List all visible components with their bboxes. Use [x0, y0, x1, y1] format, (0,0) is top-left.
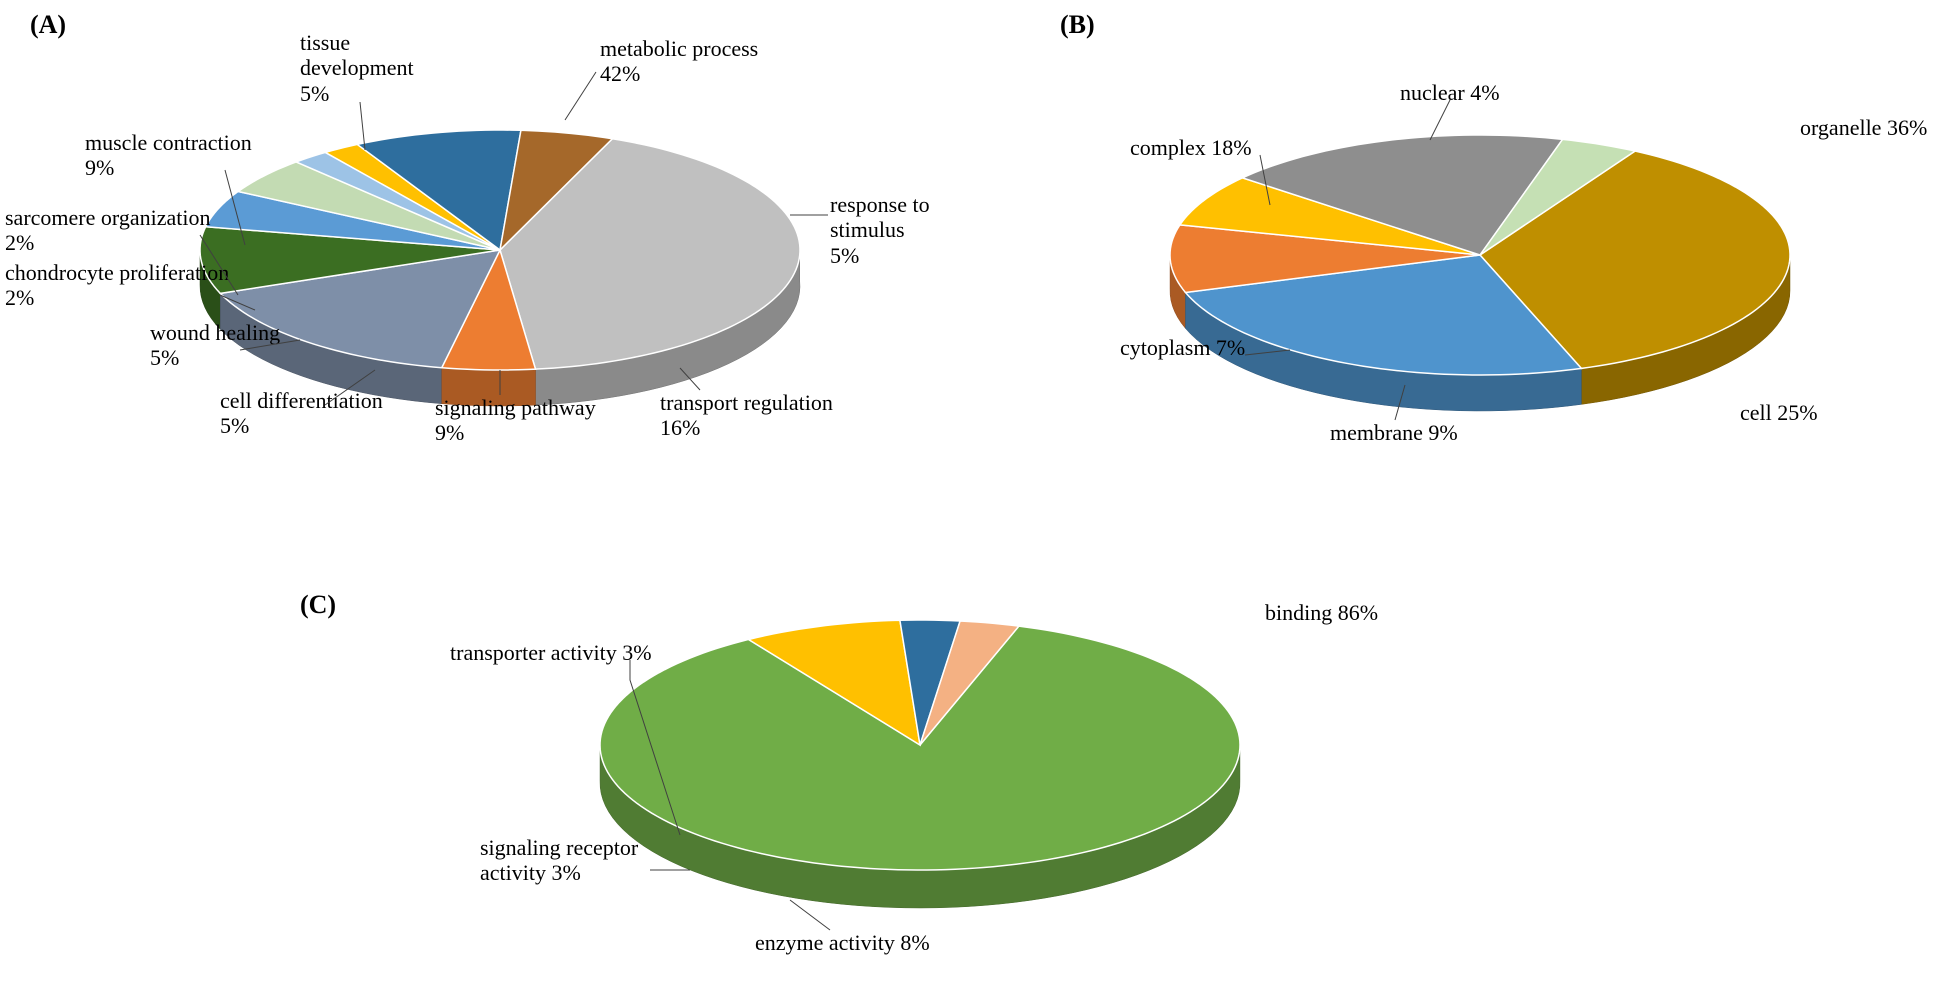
leader-line — [680, 368, 700, 390]
leader-line — [630, 660, 680, 835]
leader-line — [565, 72, 596, 120]
leader-line — [1430, 100, 1450, 140]
figure-page: (A) (B) (C) metabolic process42%response… — [0, 0, 1946, 995]
leader-line — [1260, 155, 1270, 205]
leader-line — [240, 340, 300, 350]
leader-line — [325, 370, 375, 405]
leader-line — [790, 900, 830, 930]
leader-lines — [0, 0, 1946, 995]
leader-line — [1395, 385, 1405, 420]
leader-line — [225, 170, 245, 245]
leader-line — [200, 235, 238, 295]
leader-line — [360, 102, 365, 150]
leader-line — [220, 295, 255, 310]
leader-line — [1245, 350, 1290, 355]
